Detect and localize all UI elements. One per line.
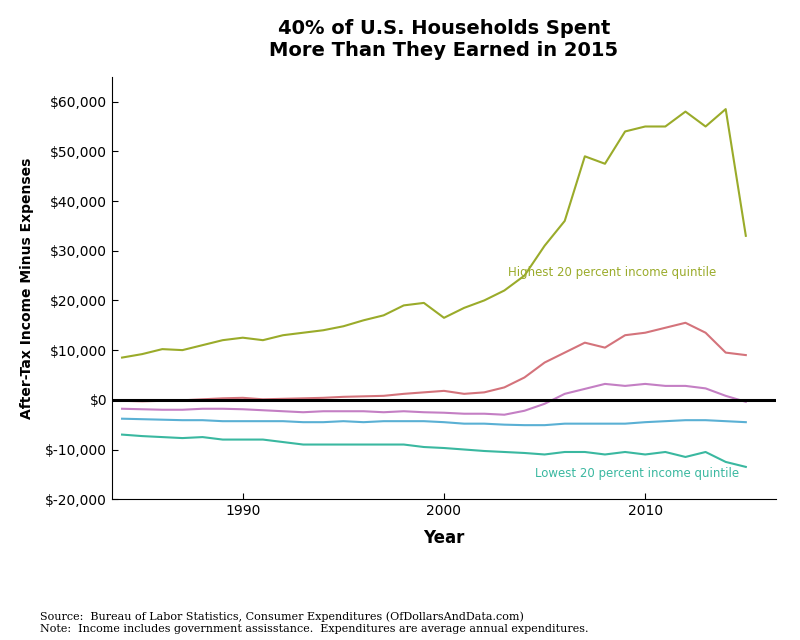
Title: 40% of U.S. Households Spent
More Than They Earned in 2015: 40% of U.S. Households Spent More Than T… [270, 19, 618, 60]
X-axis label: Year: Year [423, 529, 465, 547]
Text: Source:  Bureau of Labor Statistics, Consumer Expenditures (OfDollarsAndData.com: Source: Bureau of Labor Statistics, Cons… [40, 611, 589, 634]
Y-axis label: After-Tax Income Minus Expenses: After-Tax Income Minus Expenses [20, 157, 34, 419]
Text: Lowest 20 percent income quintile: Lowest 20 percent income quintile [534, 467, 738, 480]
Text: Highest 20 percent income quintile: Highest 20 percent income quintile [508, 266, 717, 278]
